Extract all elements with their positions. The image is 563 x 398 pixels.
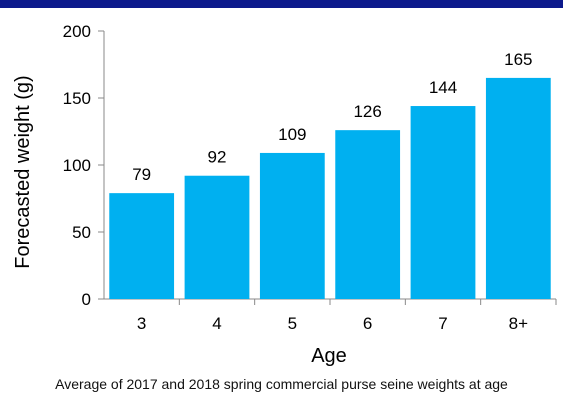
x-tick-label: 7 bbox=[438, 314, 447, 333]
bar-chart: 0 50 100 150 200 3 4 5 6 7 8+ 79 92 109 126 144 165 Fo… bbox=[12, 22, 557, 367]
bar-value-label: 165 bbox=[504, 50, 532, 69]
y-tick-label: 0 bbox=[82, 290, 91, 309]
bar-value-label: 92 bbox=[208, 148, 227, 167]
bar bbox=[184, 175, 250, 299]
chart-caption: Average of 2017 and 2018 spring commerci… bbox=[55, 376, 508, 392]
y-tick-label: 200 bbox=[63, 22, 91, 41]
bar-value-label: 144 bbox=[429, 78, 457, 97]
data-labels: 79 92 109 126 144 165 bbox=[132, 50, 532, 184]
bar bbox=[410, 106, 476, 299]
x-tick-label: 4 bbox=[212, 314, 221, 333]
bar-value-label: 126 bbox=[353, 102, 381, 121]
x-tick-label: 5 bbox=[288, 314, 297, 333]
bar bbox=[109, 193, 175, 299]
x-axis: 3 4 5 6 7 8+ bbox=[104, 298, 557, 333]
bar bbox=[485, 77, 551, 300]
y-tick-label: 100 bbox=[63, 156, 91, 175]
x-axis-label: Age bbox=[311, 345, 347, 367]
bar bbox=[335, 130, 401, 299]
x-tick-label: 8+ bbox=[509, 314, 528, 333]
bar bbox=[259, 152, 325, 299]
y-tick-label: 150 bbox=[63, 89, 91, 108]
bar-value-label: 109 bbox=[278, 125, 306, 144]
x-tick-label: 3 bbox=[137, 314, 146, 333]
x-tick-label: 6 bbox=[363, 314, 372, 333]
top-banner bbox=[0, 0, 563, 8]
y-axis: 0 50 100 150 200 bbox=[63, 22, 105, 309]
bars bbox=[109, 77, 551, 300]
bar-value-label: 79 bbox=[132, 165, 151, 184]
y-axis-label: Forecasted weight (g) bbox=[12, 75, 34, 268]
y-tick-label: 50 bbox=[72, 223, 91, 242]
